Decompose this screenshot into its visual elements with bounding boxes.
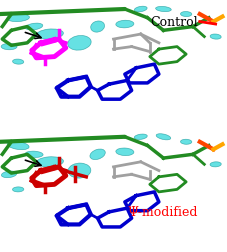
- Ellipse shape: [91, 22, 105, 33]
- Text: Control: Control: [150, 16, 197, 29]
- Ellipse shape: [90, 149, 105, 160]
- Ellipse shape: [36, 157, 64, 167]
- Ellipse shape: [1, 171, 17, 178]
- Ellipse shape: [134, 7, 147, 13]
- Ellipse shape: [25, 151, 43, 158]
- Ellipse shape: [180, 12, 192, 17]
- Ellipse shape: [210, 35, 221, 40]
- Ellipse shape: [180, 140, 192, 145]
- Ellipse shape: [134, 135, 147, 140]
- Ellipse shape: [7, 15, 30, 22]
- Ellipse shape: [116, 148, 134, 156]
- Ellipse shape: [156, 134, 171, 140]
- Ellipse shape: [25, 24, 43, 31]
- Ellipse shape: [12, 60, 24, 65]
- Ellipse shape: [12, 187, 24, 192]
- Ellipse shape: [1, 44, 17, 51]
- Ellipse shape: [116, 21, 134, 29]
- Ellipse shape: [68, 36, 91, 51]
- Ellipse shape: [210, 162, 221, 167]
- Ellipse shape: [156, 7, 171, 13]
- Ellipse shape: [68, 164, 91, 178]
- Ellipse shape: [7, 142, 29, 150]
- Ellipse shape: [37, 30, 63, 40]
- Text: Ψ-modified: Ψ-modified: [127, 206, 197, 218]
